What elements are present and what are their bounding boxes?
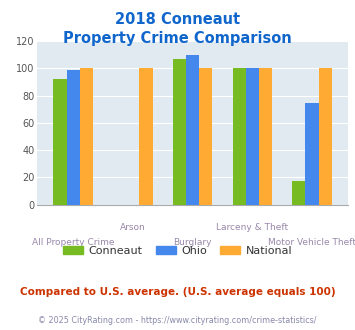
Bar bbox=[80, 69, 93, 205]
Bar bbox=[306, 103, 319, 205]
Bar bbox=[66, 70, 80, 205]
Legend: Conneaut, Ohio, National: Conneaut, Ohio, National bbox=[58, 241, 297, 260]
Bar bbox=[53, 80, 66, 205]
Bar bbox=[293, 182, 306, 205]
Text: Burglary: Burglary bbox=[173, 238, 212, 247]
Text: Compared to U.S. average. (U.S. average equals 100): Compared to U.S. average. (U.S. average … bbox=[20, 287, 335, 297]
Bar bbox=[199, 69, 212, 205]
Text: © 2025 CityRating.com - https://www.cityrating.com/crime-statistics/: © 2025 CityRating.com - https://www.city… bbox=[38, 315, 317, 325]
Text: Motor Vehicle Theft: Motor Vehicle Theft bbox=[268, 238, 355, 247]
Text: Property Crime Comparison: Property Crime Comparison bbox=[63, 31, 292, 46]
Bar bbox=[319, 69, 332, 205]
Bar bbox=[186, 55, 199, 205]
Bar bbox=[246, 69, 259, 205]
Text: 2018 Conneaut: 2018 Conneaut bbox=[115, 12, 240, 26]
Bar bbox=[173, 59, 186, 205]
Bar bbox=[259, 69, 272, 205]
Text: Larceny & Theft: Larceny & Theft bbox=[216, 223, 288, 232]
Text: Arson: Arson bbox=[120, 223, 146, 232]
Text: All Property Crime: All Property Crime bbox=[32, 238, 114, 247]
Bar bbox=[233, 69, 246, 205]
Bar bbox=[140, 69, 153, 205]
